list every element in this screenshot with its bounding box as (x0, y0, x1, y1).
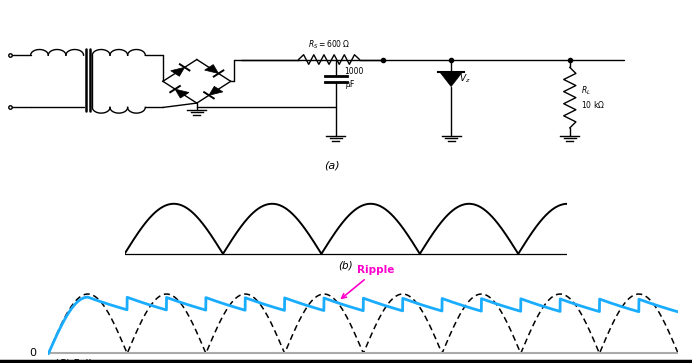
Text: $R_S = 600\,\Omega$: $R_S = 600\,\Omega$ (308, 38, 350, 51)
Text: $V_z$: $V_z$ (459, 73, 471, 85)
Polygon shape (175, 89, 189, 98)
Polygon shape (171, 68, 185, 76)
Polygon shape (205, 65, 219, 73)
Text: (C) Full-wave: (C) Full-wave (55, 358, 122, 363)
Polygon shape (209, 86, 223, 95)
Text: $R_L$
10 k$\Omega$: $R_L$ 10 k$\Omega$ (581, 85, 605, 110)
Text: 1000
$\mu$F: 1000 $\mu$F (345, 67, 364, 91)
Text: Ripple: Ripple (342, 265, 394, 298)
Text: (b): (b) (338, 260, 354, 270)
Text: (a): (a) (325, 160, 340, 171)
Text: 0: 0 (29, 348, 36, 358)
Polygon shape (439, 72, 463, 86)
